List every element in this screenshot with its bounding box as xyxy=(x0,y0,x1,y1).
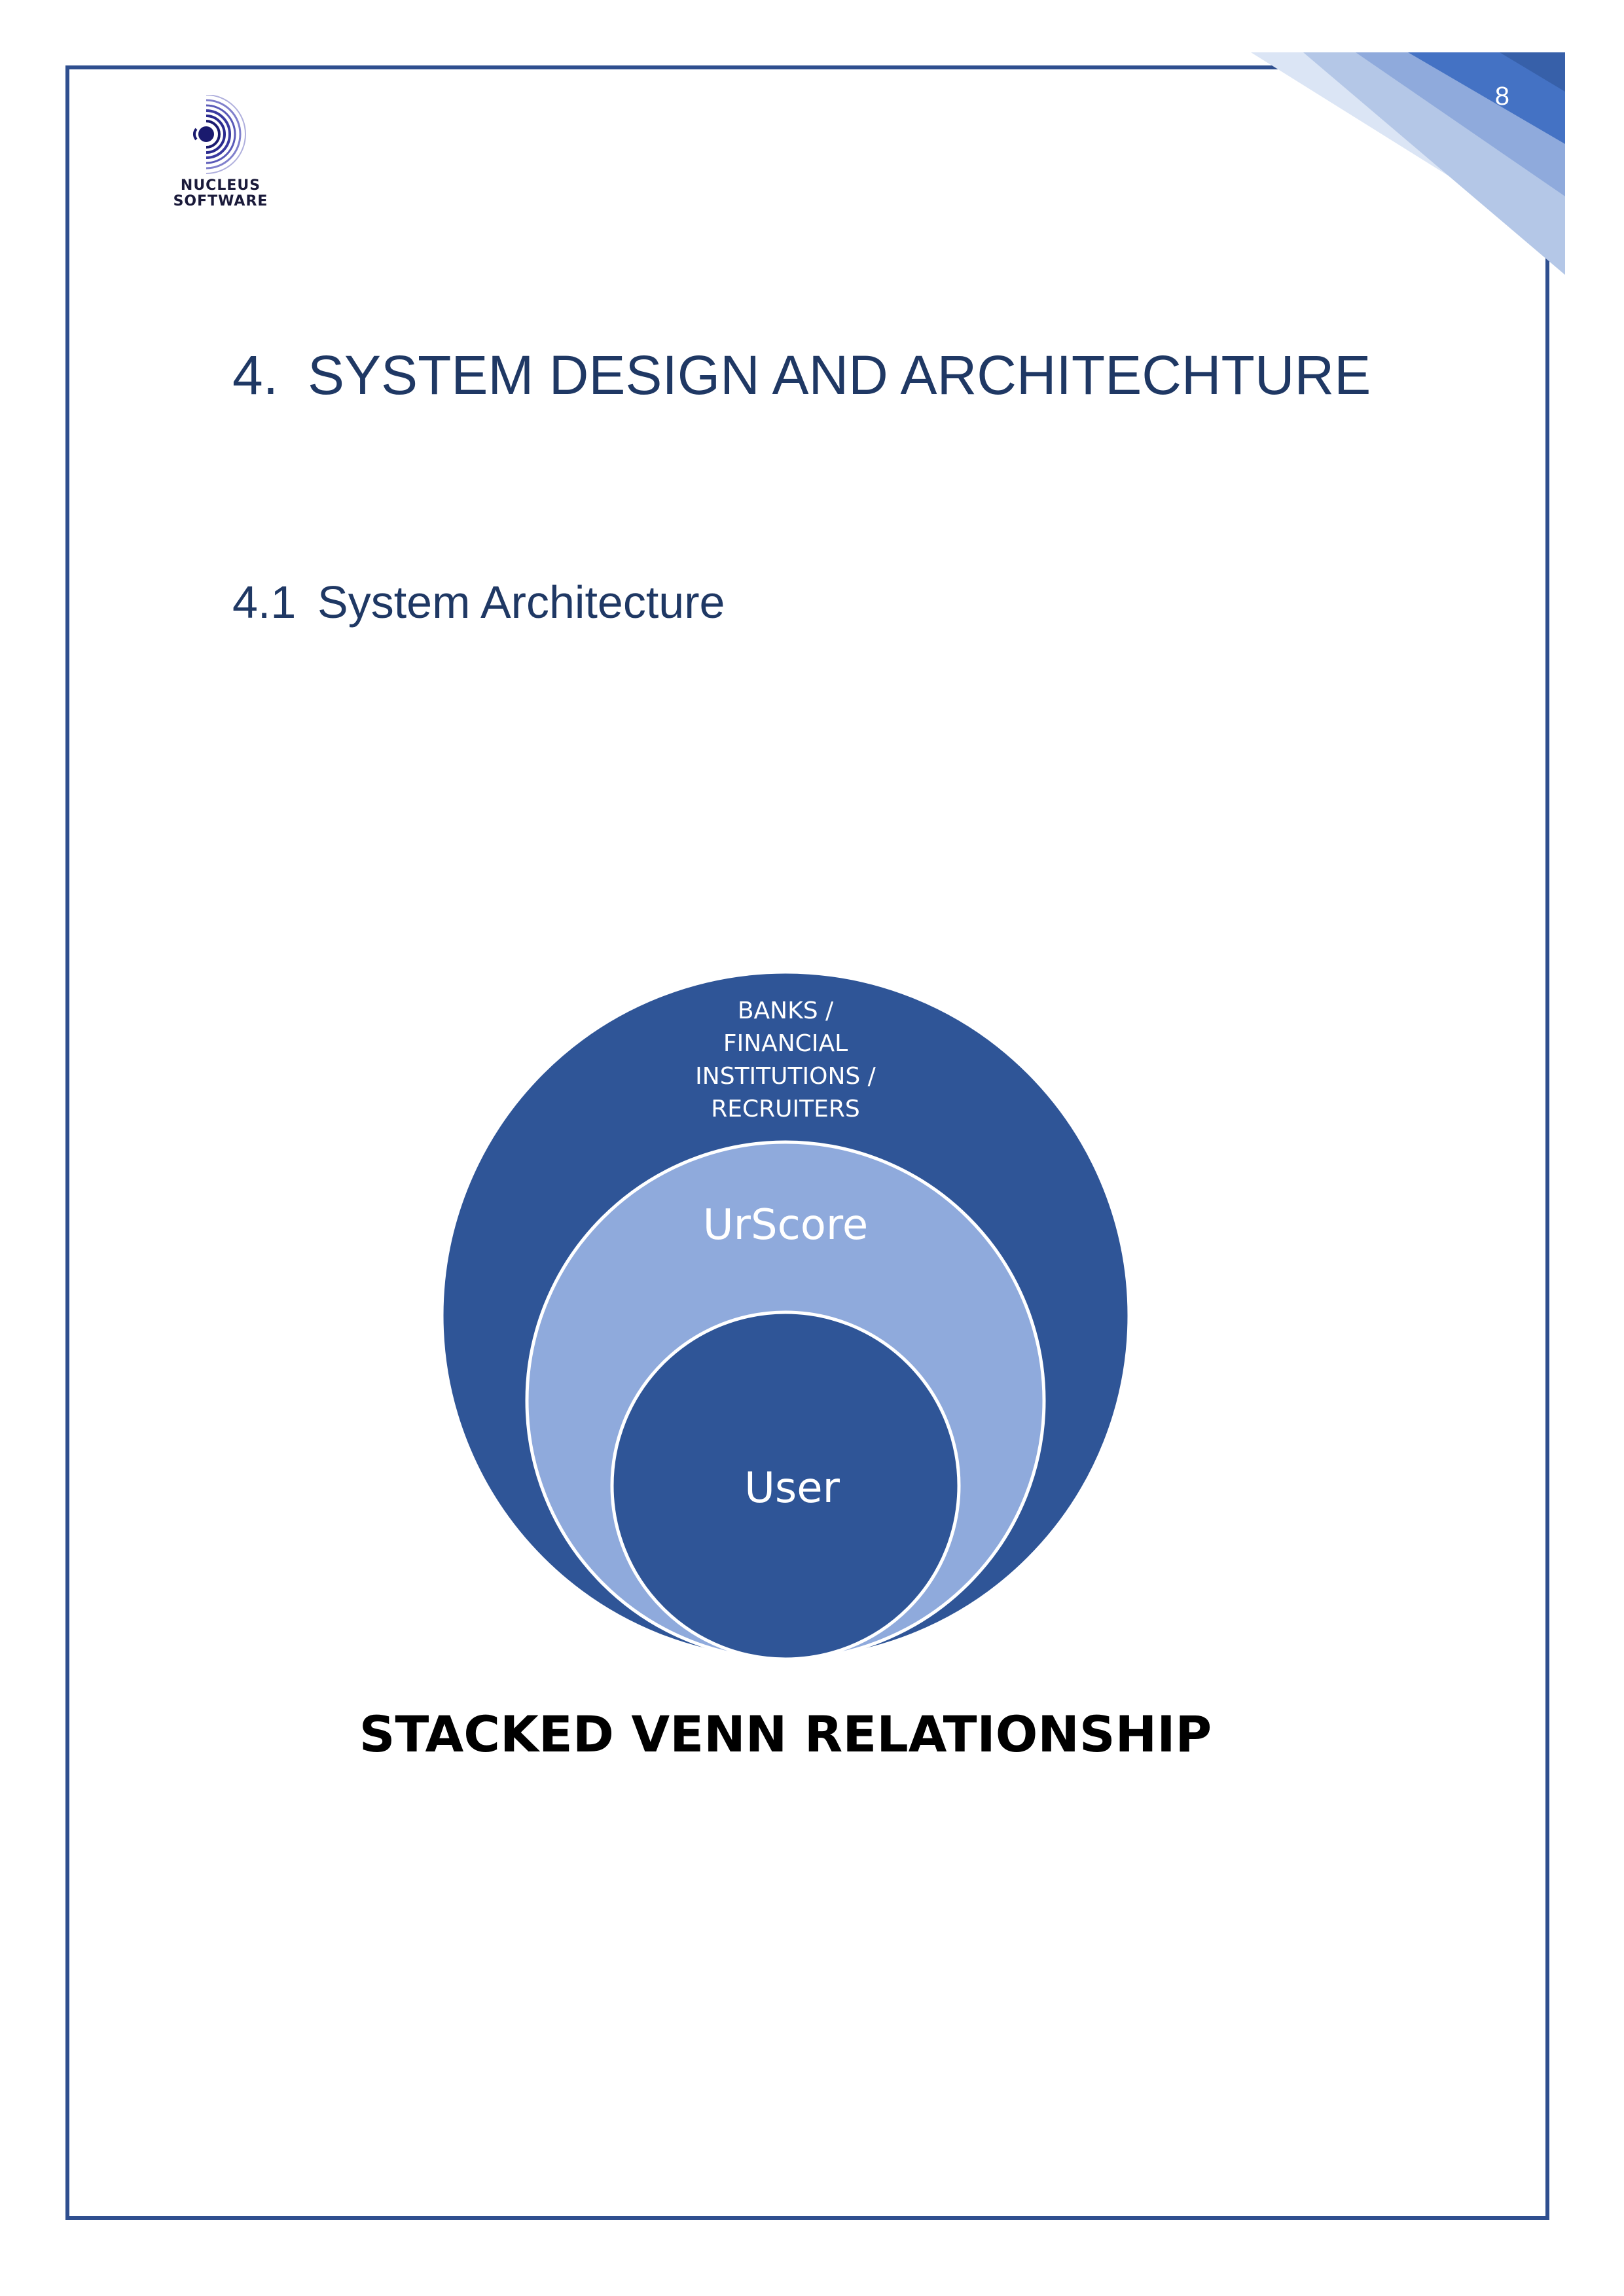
chapter-number: 4. xyxy=(232,344,279,406)
chapter-heading: 4. SYSTEM DESIGN AND ARCHITECHTURE xyxy=(232,344,1371,407)
venn-outer-label: BANKS / FINANCIAL INSTITUTIONS / RECRUIT… xyxy=(655,995,916,1126)
section-title-text: System Architecture xyxy=(317,577,725,628)
logo-wordmark: NUCLEUS SOFTWARE xyxy=(171,178,270,209)
logo-line-2: SOFTWARE xyxy=(173,193,268,209)
diagram-caption: STACKED VENN RELATIONSHIP xyxy=(359,1705,1212,1763)
corner-decoration xyxy=(1251,52,1565,275)
nucleus-logo-icon xyxy=(193,95,246,174)
venn-inner-label: User xyxy=(744,1464,840,1513)
venn-outer-label-line: INSTITUTIONS / xyxy=(695,1063,876,1090)
venn-outer-label-line: BANKS / xyxy=(737,997,834,1024)
chapter-title-text: SYSTEM DESIGN AND ARCHITECHTURE xyxy=(308,344,1371,406)
logo-line-1: NUCLEUS xyxy=(180,177,261,194)
venn-outer-label-line: FINANCIAL xyxy=(723,1030,848,1057)
venn-inner-circle xyxy=(610,1310,961,1661)
venn-outer-label-line: RECRUITERS xyxy=(711,1096,860,1122)
stacked-venn-diagram xyxy=(440,970,1131,1661)
section-number: 4.1 xyxy=(232,577,297,628)
page-border xyxy=(65,65,1549,2220)
page-number: 8 xyxy=(1494,82,1509,111)
section-heading: 4.1 System Architecture xyxy=(232,576,725,628)
venn-middle-label: UrScore xyxy=(702,1201,869,1249)
